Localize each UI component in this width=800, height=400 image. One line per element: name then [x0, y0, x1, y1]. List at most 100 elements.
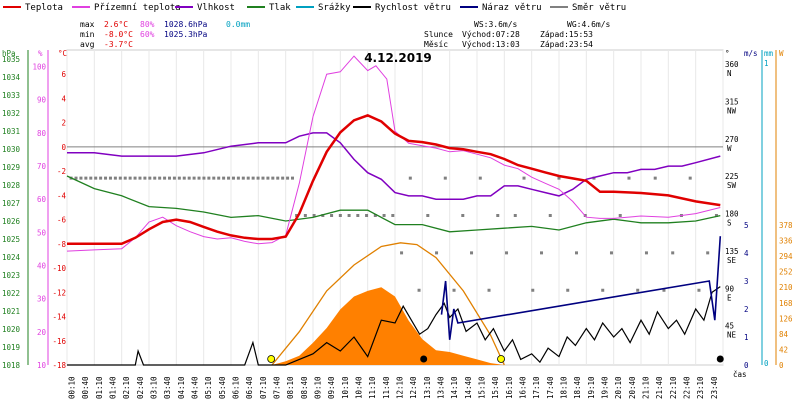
hpa-tick: 1026 — [2, 217, 21, 226]
x-tick: 12:40 — [409, 376, 418, 399]
wind-dir-dot — [246, 176, 250, 180]
degc-tick: -12 — [52, 288, 66, 297]
x-tick: 03:10 — [150, 376, 159, 399]
axis-unit-mm: mm — [764, 49, 774, 58]
stat-value: 80% — [140, 20, 155, 29]
x-tick: 02:10 — [122, 376, 131, 399]
legend-label: Přízemní teplota — [94, 3, 181, 13]
x-tick: 17:10 — [532, 376, 541, 399]
pct-tick: 40 — [37, 262, 47, 271]
wind-dir-dot — [347, 214, 351, 217]
stat-value: -3.7°C — [104, 40, 133, 49]
wind-dir-dot — [513, 214, 517, 217]
x-tick: 10:10 — [341, 376, 350, 399]
wind-dir-dot — [104, 176, 108, 180]
ms-tick: 1 — [744, 333, 749, 342]
x-tick: 01:40 — [109, 376, 118, 399]
solar-area — [272, 287, 505, 365]
wind-dir-dot — [241, 176, 245, 180]
legend-label: Směr větru — [572, 3, 626, 13]
x-tick: 20:40 — [628, 376, 637, 399]
wind-dir-dot — [618, 214, 622, 217]
x-tick: 15:40 — [491, 376, 500, 399]
x-tick: 22:10 — [669, 376, 678, 399]
wind-dir-dot — [231, 176, 235, 180]
wind-dir-dot — [79, 176, 83, 180]
stat-value: avg — [80, 40, 95, 49]
wind-dir-dot — [281, 176, 285, 180]
wind-dir-dot — [295, 214, 299, 217]
wind-dir-dot — [671, 251, 675, 255]
degc-tick: 2 — [61, 119, 66, 128]
pct-tick: 30 — [37, 295, 47, 304]
wm2-tick: 294 — [779, 252, 793, 261]
wind-dir-dot — [128, 176, 132, 180]
dir-tick: 135 — [725, 247, 739, 256]
solar-max-line — [271, 242, 505, 366]
wind-dir-dot — [108, 176, 112, 180]
x-tick: 00:40 — [81, 376, 90, 399]
degc-tick: -16 — [52, 337, 66, 346]
stat-value: 0.0mm — [226, 20, 250, 29]
wind-dir-dot — [435, 251, 439, 255]
x-tick: 17:40 — [546, 376, 555, 399]
x-tick: 14:40 — [464, 376, 473, 399]
moonrise-marker — [420, 355, 428, 363]
dir-tick: 360 — [725, 60, 739, 69]
x-tick: 04:10 — [177, 376, 186, 399]
x-tick: 13:40 — [437, 376, 446, 399]
x-tick: 01:10 — [95, 376, 104, 399]
wind-dir-dot — [505, 251, 509, 255]
axis-unit-hpa: hPa — [2, 49, 16, 58]
wind-dir-dot — [113, 176, 117, 180]
degc-tick: -8 — [57, 240, 67, 249]
wm2-tick: 378 — [779, 221, 793, 230]
wind-dir-dot — [601, 288, 605, 292]
wind-dir-dot — [217, 176, 221, 180]
hpa-tick: 1020 — [2, 325, 21, 334]
hpa-tick: 1031 — [2, 127, 20, 136]
degc-tick: -14 — [52, 313, 66, 322]
pct-tick: 70 — [37, 162, 47, 171]
wind-dir-dot — [291, 176, 294, 180]
wind-dir-dot — [222, 176, 226, 180]
axis-unit-dir: ° — [725, 49, 730, 58]
x-tick: 02:40 — [136, 376, 145, 399]
wm2-tick: 168 — [779, 299, 793, 308]
wm2-tick: 84 — [779, 330, 789, 339]
degc-tick: 6 — [61, 70, 66, 79]
wind-dir-dot — [461, 214, 465, 217]
wind-dir-dot — [94, 176, 98, 180]
dir-tick: 180 — [725, 210, 739, 219]
wind-dir-dot — [153, 176, 157, 180]
x-tick: 12:10 — [396, 376, 405, 399]
wind-dir-dot — [138, 176, 142, 180]
stats-block: max 2.6°C 80% 1028.6hPa 0.0mm min -8.0°C 60% 102… — [80, 20, 250, 49]
stat-value: 1028.6hPa — [164, 20, 208, 29]
hpa-tick: 1023 — [2, 271, 20, 280]
hpa-tick: 1022 — [2, 289, 20, 298]
dir-tick: 270 — [725, 135, 739, 144]
axis-unit-wm2: W — [779, 49, 784, 58]
moon-label: Měsíc — [424, 40, 448, 49]
wind-dir-dot — [382, 214, 386, 217]
x-tick: 21:10 — [642, 376, 651, 399]
wm2-tick: 42 — [779, 345, 788, 354]
wind-dir-dot — [261, 176, 265, 180]
chart-title: 4.12.2019 — [364, 51, 432, 65]
wind-dir-dot — [251, 176, 255, 180]
hpa-tick: 1028 — [2, 181, 21, 190]
wind-dir-dot — [557, 176, 561, 180]
wind-dir-dot — [143, 176, 147, 180]
plot-area — [66, 55, 724, 366]
dir-name: W — [727, 144, 732, 153]
wind-dir-dot — [644, 251, 648, 255]
wind-dir-dot — [276, 176, 280, 180]
ws-value: WS:3.6m/s — [474, 20, 518, 29]
x-tick: 08:10 — [286, 376, 295, 399]
wind-dir-dot — [99, 176, 103, 180]
wind-dir-dot — [373, 214, 377, 217]
hpa-tick: 1032 — [2, 109, 20, 118]
wind-dir-dot — [212, 176, 216, 180]
x-tick: 18:40 — [573, 376, 582, 399]
